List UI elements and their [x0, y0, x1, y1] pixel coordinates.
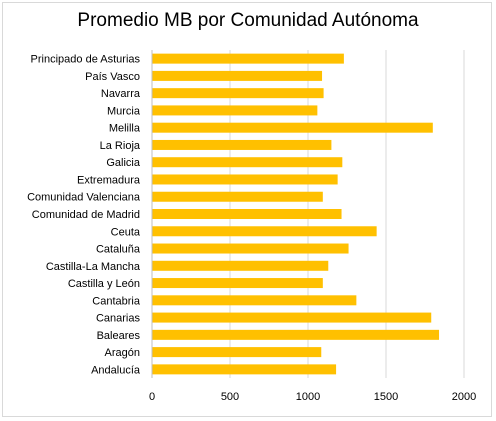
- category-label: Castilla y León: [68, 278, 140, 290]
- category-label: Comunidad de Madrid: [32, 209, 140, 221]
- bars: [152, 53, 440, 375]
- category-label: Melilla: [109, 123, 141, 135]
- category-label: Principado de Asturias: [31, 54, 141, 66]
- bar: [152, 260, 329, 271]
- bar: [152, 226, 377, 237]
- x-tick-label: 1500: [374, 391, 398, 403]
- x-tick-labels: 0 500 1000 1500 2000: [149, 391, 476, 403]
- bar: [152, 295, 357, 306]
- x-tick-label: 0: [149, 391, 155, 403]
- bar: [152, 88, 324, 99]
- category-label: Aragón: [105, 347, 140, 359]
- bar: [152, 191, 323, 202]
- x-tick-label: 1000: [296, 391, 320, 403]
- category-labels: Principado de Asturias País Vasco Navarra M…: [27, 54, 141, 377]
- bar: [152, 139, 332, 150]
- category-label: Murcia: [107, 105, 141, 117]
- x-tick-label: 500: [221, 391, 239, 403]
- category-label: Extremadura: [77, 174, 141, 186]
- category-label: Baleares: [97, 330, 141, 342]
- category-label: País Vasco: [85, 71, 140, 83]
- bar: [152, 243, 349, 254]
- bar: [152, 329, 440, 340]
- chart-title: Promedio MB por Comunidad Autónoma: [77, 10, 419, 31]
- bar: [152, 347, 322, 358]
- category-label: Ceuta: [111, 226, 141, 238]
- category-label: Cantabria: [92, 295, 141, 307]
- category-label: Navarra: [101, 88, 141, 100]
- category-label: Cataluña: [96, 244, 141, 256]
- category-label: Castilla-La Mancha: [46, 261, 141, 273]
- category-label: Galicia: [106, 157, 141, 169]
- x-tick-label: 2000: [452, 391, 476, 403]
- category-label: Andalucía: [91, 364, 141, 376]
- bar: [152, 105, 318, 116]
- category-label: La Rioja: [100, 140, 141, 152]
- bar: [152, 157, 343, 168]
- bar: [152, 174, 338, 185]
- bar: [152, 209, 342, 219]
- bar: [152, 53, 344, 64]
- category-label: Canarias: [96, 313, 141, 325]
- bar: [152, 70, 323, 81]
- category-label: Comunidad Valenciana: [27, 192, 141, 204]
- bar: [152, 364, 337, 375]
- bar: [152, 312, 432, 323]
- bar: [152, 122, 433, 133]
- bar: [152, 278, 323, 289]
